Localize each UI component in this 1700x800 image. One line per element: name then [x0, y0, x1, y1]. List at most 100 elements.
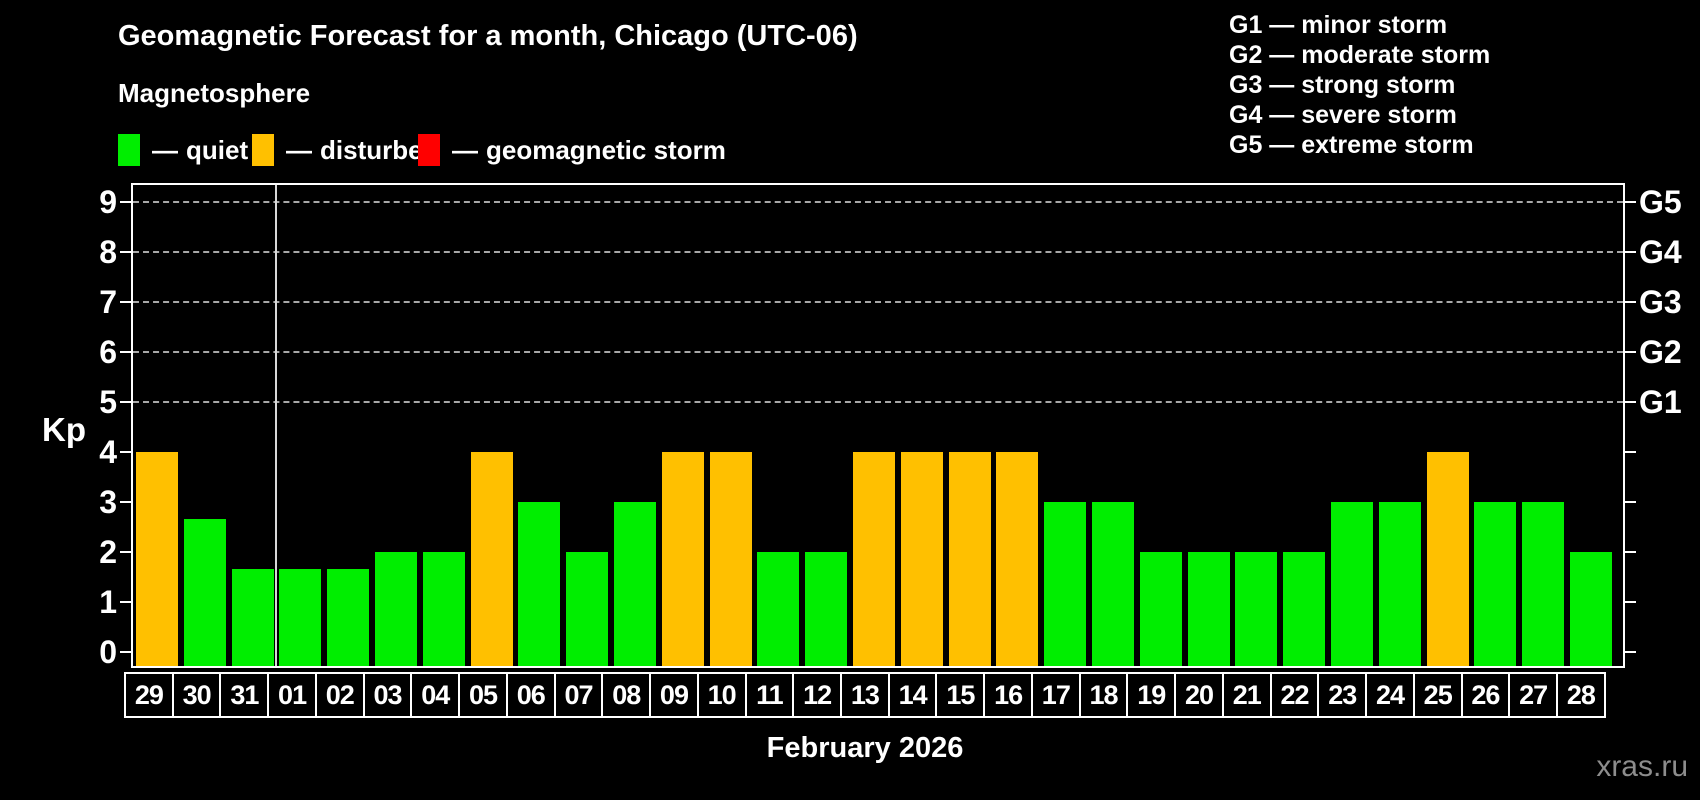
y-axis-title: Kp: [42, 411, 86, 448]
x-axis-title: February 2026: [766, 732, 964, 764]
y-tick-right-7: [1625, 301, 1636, 303]
y-tick-label-4: 4: [99, 434, 117, 470]
bar-day-24: [1378, 502, 1421, 666]
legend-dash: —: [152, 134, 178, 165]
day-label-23: 23: [1317, 672, 1368, 718]
day-label-28: 28: [1556, 672, 1606, 718]
gridline-kp5: [133, 401, 1623, 403]
bar-day-25: [1426, 452, 1469, 666]
day-label-26: 26: [1460, 672, 1511, 718]
bar-day-07: [566, 552, 609, 666]
g-legend-line-g5: G5 — extreme storm: [1229, 131, 1474, 159]
bar-day-23: [1331, 502, 1373, 666]
day-label-29: 29: [124, 672, 174, 718]
y-tick-label-7: 7: [99, 284, 117, 320]
day-label-17: 17: [1030, 672, 1081, 718]
bar-day-15: [948, 452, 991, 666]
y-tick-left-7: [120, 301, 131, 303]
day-label-16: 16: [983, 672, 1033, 718]
y-tick-label-5: 5: [99, 384, 117, 420]
day-label-18: 18: [1078, 672, 1129, 718]
y-tick-left-5: [120, 401, 131, 403]
month-separator-line: [275, 185, 278, 666]
g-axis-label-g1: G1: [1639, 384, 1682, 420]
day-label-22: 22: [1269, 672, 1320, 718]
bar-day-11: [757, 552, 800, 666]
day-label-19: 19: [1126, 672, 1177, 718]
legend-item-disturbed: — disturbed: [252, 133, 438, 167]
y-tick-left-1: [120, 601, 131, 603]
day-label-25: 25: [1412, 672, 1463, 718]
y-tick-left-4: [120, 451, 131, 453]
day-label-31: 31: [219, 672, 270, 718]
bar-day-30: [183, 518, 226, 666]
y-tick-label-6: 6: [99, 334, 117, 370]
g-legend-line-g4: G4 — severe storm: [1229, 101, 1457, 129]
y-tick-right-6: [1625, 351, 1636, 353]
y-tick-right-8: [1625, 251, 1636, 253]
bar-day-08: [614, 502, 656, 666]
y-tick-left-8: [120, 251, 131, 253]
y-tick-left-6: [120, 351, 131, 353]
watermark: xras.ru: [1596, 750, 1688, 783]
y-tick-left-3: [120, 501, 131, 503]
bar-day-06: [518, 502, 561, 666]
day-label-06: 06: [505, 672, 556, 718]
bar-day-09: [661, 452, 704, 666]
bar-day-16: [996, 452, 1039, 666]
y-tick-right-5: [1625, 401, 1636, 403]
bar-day-03: [375, 552, 417, 666]
y-tick-right-2: [1625, 551, 1636, 553]
y-tick-left-2: [120, 551, 131, 553]
day-label-12: 12: [792, 672, 843, 718]
bar-day-04: [422, 552, 465, 666]
day-label-30: 30: [171, 672, 222, 718]
chart-subtitle: Magnetosphere: [118, 78, 311, 108]
day-label-03: 03: [362, 672, 413, 718]
day-label-04: 04: [410, 672, 461, 718]
g-axis-label-g2: G2: [1639, 334, 1682, 370]
bar-day-17: [1044, 502, 1087, 666]
day-label-24: 24: [1365, 672, 1415, 718]
storm-color-swatch: [418, 134, 440, 166]
day-label-01: 01: [267, 672, 317, 718]
x-axis-day-labels: 29 30 31 01 02 03 04 05 06 07 08 09 10 11 12 13 14 15 16 17…: [124, 672, 1606, 718]
day-label-10: 10: [696, 672, 747, 718]
g-axis-label-g5: G5: [1639, 184, 1682, 220]
day-label-02: 02: [314, 672, 365, 718]
gridline-kp9: [133, 201, 1623, 203]
y-tick-label-8: 8: [99, 234, 117, 270]
gridline-kp7: [133, 301, 1623, 303]
bar-day-02: [327, 568, 370, 666]
day-label-09: 09: [649, 672, 699, 718]
legend-label-quiet: quiet: [186, 134, 249, 165]
day-label-27: 27: [1508, 672, 1559, 718]
bar-day-20: [1187, 552, 1230, 666]
legend-dash: —: [452, 134, 478, 165]
day-label-13: 13: [840, 672, 890, 718]
bar-day-31: [231, 568, 274, 666]
bar-day-27: [1522, 502, 1565, 666]
bar-day-12: [805, 552, 848, 666]
bar-day-01: [279, 568, 322, 666]
day-label-11: 11: [744, 672, 795, 718]
y-tick-label-3: 3: [99, 484, 117, 520]
day-label-05: 05: [458, 672, 508, 718]
bar-day-14: [900, 452, 943, 666]
day-label-07: 07: [553, 672, 604, 718]
legend-label-storm: geomagnetic storm: [486, 134, 726, 165]
day-label-08: 08: [601, 672, 652, 718]
y-tick-label-0: 0: [99, 634, 117, 670]
bar-day-10: [709, 452, 752, 666]
y-tick-right-9: [1625, 201, 1636, 203]
legend-item-quiet: — quiet: [118, 133, 248, 167]
g-axis-label-g3: G3: [1639, 284, 1682, 320]
bar-day-29: [136, 452, 178, 666]
g-axis-label-g4: G4: [1639, 234, 1682, 270]
y-tick-right-0: [1625, 651, 1636, 653]
quiet-color-swatch: [118, 134, 140, 166]
day-label-15: 15: [935, 672, 986, 718]
g-legend-line-g3: G3 — strong storm: [1229, 71, 1456, 99]
bar-day-28: [1570, 552, 1612, 666]
